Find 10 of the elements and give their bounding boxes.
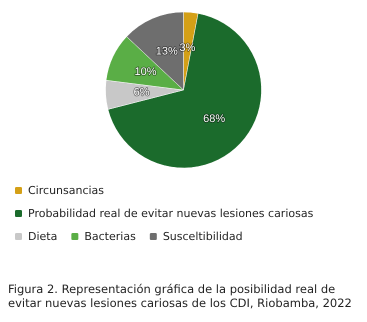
data-label: 10%: [134, 66, 157, 78]
text: Figura 2. Representación gráfica de la posibilidad real de evitar nuevas lesiones cariosas de los CDI, Riobamba, 2022: [8, 282, 353, 310]
data-label: 68%: [203, 112, 226, 125]
data-label: 6%: [134, 86, 150, 99]
legend-label: Dieta: [28, 230, 58, 243]
data-label: 13%: [156, 45, 178, 58]
legend-label: Circunsancias: [28, 184, 104, 197]
legend-label: Susceltibilidad: [162, 230, 243, 243]
legend-label: Bacterias: [84, 230, 136, 243]
legend-label: Probabilidad real de evitar nuevas lesiones cariosas: [28, 207, 314, 220]
